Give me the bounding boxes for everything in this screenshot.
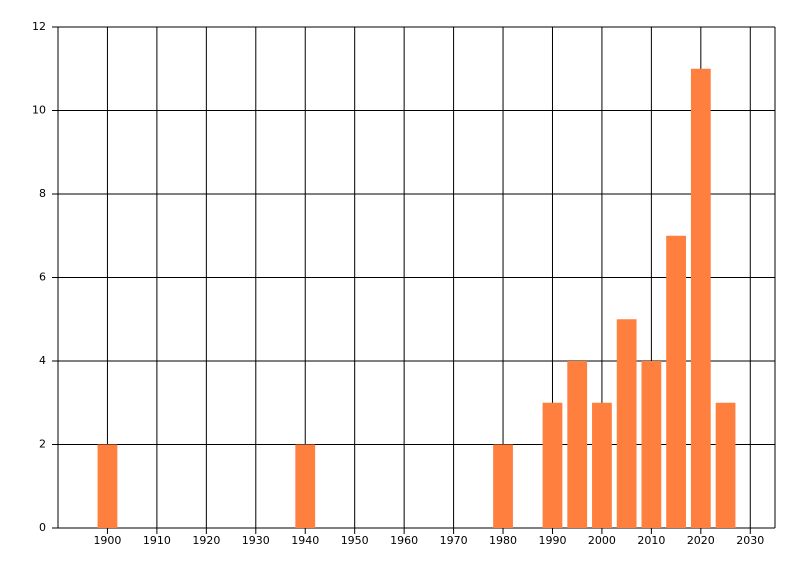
x-tick-label: 2020 (687, 534, 715, 547)
y-tick-label: 8 (39, 187, 46, 200)
bar (493, 444, 513, 528)
bar (542, 402, 563, 528)
y-tick-label: 4 (39, 354, 46, 367)
y-tick-label: 2 (39, 438, 46, 451)
y-tick-label: 6 (39, 271, 46, 284)
x-tick-label: 1990 (538, 534, 566, 547)
x-tick-label: 1950 (341, 534, 369, 547)
bar (97, 444, 118, 528)
x-tick-label: 1970 (440, 534, 468, 547)
x-tick-label: 1960 (390, 534, 418, 547)
bar (295, 444, 316, 528)
bar (715, 402, 736, 528)
x-tick-label: 2030 (736, 534, 764, 547)
bar (641, 361, 662, 528)
x-tick-label: 1910 (143, 534, 171, 547)
x-tick-label: 1920 (192, 534, 220, 547)
y-tick-label: 12 (32, 20, 46, 33)
x-tick-label: 2000 (588, 534, 616, 547)
bar (616, 319, 637, 528)
x-tick-label: 1900 (93, 534, 121, 547)
x-tick-label: 1930 (242, 534, 270, 547)
x-tick-label: 2010 (637, 534, 665, 547)
x-tick-label: 1940 (291, 534, 319, 547)
bar (567, 361, 588, 528)
bar (666, 235, 686, 528)
bar (690, 68, 711, 528)
y-tick-label: 0 (39, 521, 46, 534)
y-tick-label: 10 (32, 104, 46, 117)
x-tick-label: 1980 (489, 534, 517, 547)
bar (592, 402, 612, 528)
